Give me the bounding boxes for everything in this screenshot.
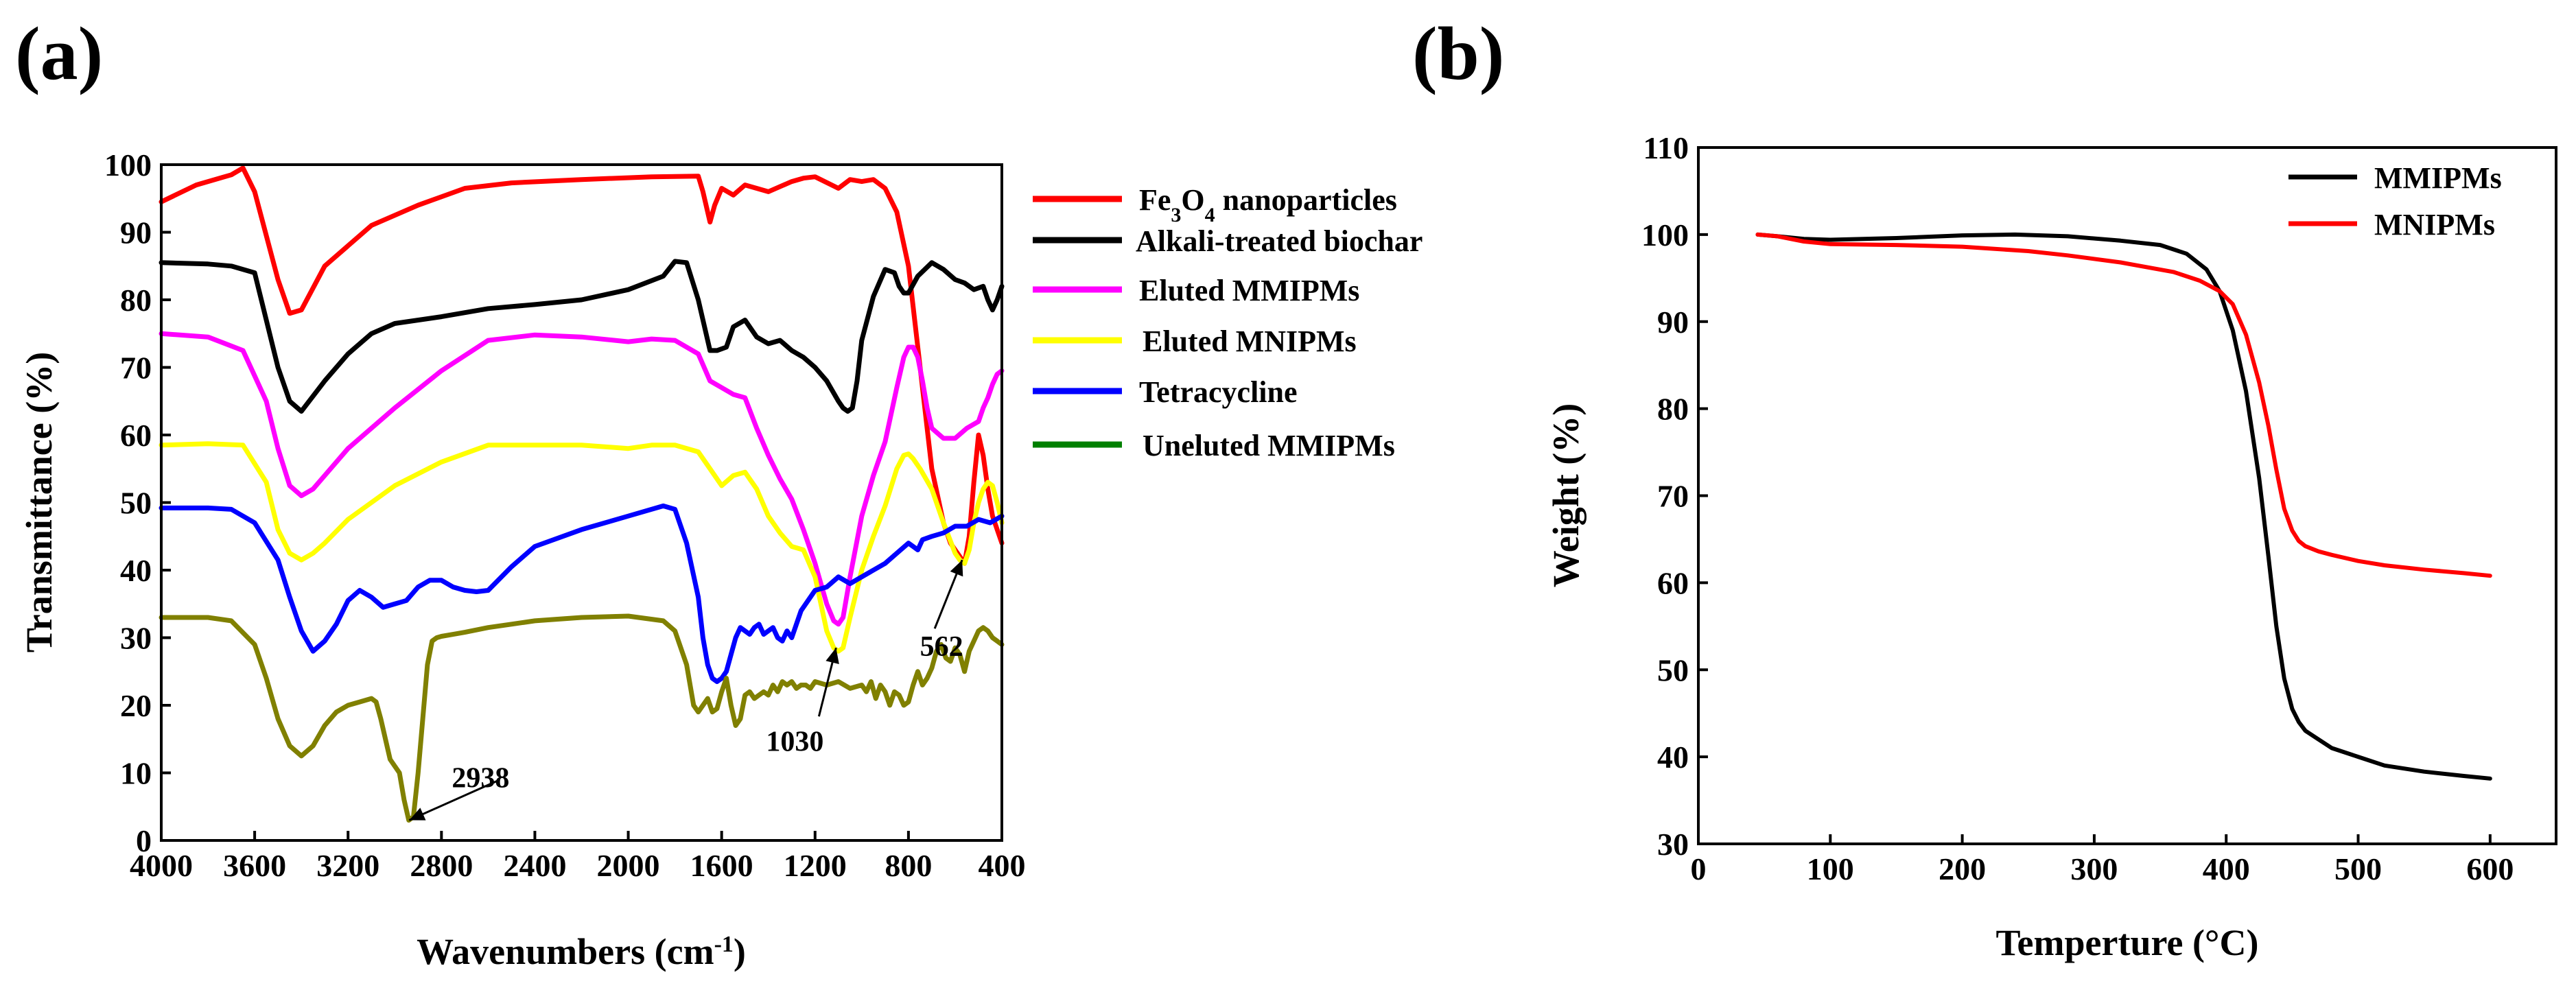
panel-a-x-axis-label: Wavenumbers (cm-1) bbox=[417, 931, 746, 972]
x-tick-label: 3200 bbox=[316, 848, 379, 883]
x-tick-label: 3600 bbox=[223, 848, 286, 883]
panel-a-legend: Fe3O4 nanoparticles Alkali-treated bioch… bbox=[1033, 183, 1422, 462]
legend-label-uneluted-mmipms: Uneluted MMIPMs bbox=[1143, 429, 1395, 462]
x-tick-label: 4000 bbox=[130, 848, 193, 883]
panel-a-annotations: 2938 1030 562 bbox=[408, 559, 963, 821]
y-tick-label: 90 bbox=[120, 215, 152, 250]
legend-label-tetracycline: Tetracycline bbox=[1139, 375, 1298, 409]
panel-b-series bbox=[1755, 232, 2492, 781]
x-tick-label: 1600 bbox=[690, 848, 753, 883]
panel-b-plot-frame bbox=[1697, 146, 2557, 845]
panel-a-ticks: 4000 3600 3200 2800 2400 2000 1600 1200 800 40001… bbox=[104, 148, 1026, 883]
y-tick-label: 90 bbox=[1657, 305, 1689, 340]
x-tick-label: 300 bbox=[2070, 851, 2118, 886]
x-tick-label: 600 bbox=[2466, 851, 2514, 886]
x-tick-label: 500 bbox=[2334, 851, 2382, 886]
x-tick-label: 100 bbox=[1807, 851, 1854, 886]
y-tick-label: 70 bbox=[1657, 479, 1689, 514]
panel-b-x-axis-label: Temperture (°C) bbox=[1995, 922, 2258, 963]
x-tick-label: 2800 bbox=[410, 848, 473, 883]
x-tick-label: 400 bbox=[979, 848, 1026, 883]
y-tick-label: 50 bbox=[1657, 652, 1689, 687]
legend-label-fe3o4: Fe3O4 nanoparticles bbox=[1139, 183, 1397, 226]
panel-a-ftir-chart: (a) 4000 3600 3200 2800 2400 2000 1600 1200 800 4… bbox=[15, 12, 1422, 972]
annotation-arrow-line bbox=[408, 779, 499, 821]
series-line-tetracycline bbox=[159, 503, 1005, 684]
x-tick-label: 800 bbox=[885, 848, 932, 883]
x-tick-label: 2400 bbox=[503, 848, 566, 883]
y-tick-label: 30 bbox=[1657, 827, 1689, 862]
series-line-mnipms bbox=[1755, 232, 2492, 578]
x-tick-label: 200 bbox=[1939, 851, 1986, 886]
annotation-label-1030: 1030 bbox=[766, 726, 823, 757]
y-tick-label: 80 bbox=[120, 283, 152, 318]
y-tick-label: 70 bbox=[120, 351, 152, 386]
annotation-label-2938: 2938 bbox=[452, 762, 509, 794]
y-tick-label: 50 bbox=[120, 486, 152, 521]
y-tick-label: 30 bbox=[120, 621, 152, 656]
legend-label-biochar: Alkali-treated biochar bbox=[1136, 224, 1422, 258]
x-tick-label: 400 bbox=[2203, 851, 2250, 886]
y-tick-label: 20 bbox=[120, 688, 152, 723]
y-tick-label: 100 bbox=[1641, 217, 1689, 252]
y-tick-label: 110 bbox=[1643, 130, 1689, 165]
series-line-eluted-mmipms bbox=[159, 331, 1005, 627]
legend-label-mnipms: MNIPMs bbox=[2374, 208, 2495, 241]
series-line-fe3o4-nanoparticles bbox=[159, 165, 1005, 566]
y-tick-label: 100 bbox=[104, 148, 152, 182]
panel-a-label: (a) bbox=[15, 12, 103, 95]
annotation-arrow-head bbox=[826, 648, 839, 664]
y-tick-label: 0 bbox=[136, 823, 152, 858]
annotation-arrow-head bbox=[409, 808, 426, 821]
y-tick-label: 60 bbox=[120, 418, 152, 453]
legend-label-eluted-mmipms: Eluted MMIPMs bbox=[1139, 274, 1359, 307]
panel-b-label: (b) bbox=[1412, 12, 1504, 95]
panel-a-series bbox=[159, 165, 1005, 823]
panel-b-y-axis-label: Weight (%) bbox=[1545, 403, 1586, 587]
series-line-eluted-mnipms bbox=[159, 441, 1005, 654]
annotation-label-562: 562 bbox=[920, 631, 963, 663]
panel-b-legend: MMIPMs MNIPMs bbox=[2288, 161, 2502, 241]
annotation-arrow-head bbox=[950, 560, 963, 577]
legend-label-eluted-mnipms: Eluted MNIPMs bbox=[1143, 325, 1357, 358]
x-tick-label: 0 bbox=[1691, 851, 1707, 886]
y-tick-label: 60 bbox=[1657, 565, 1689, 600]
y-tick-label: 40 bbox=[120, 553, 152, 588]
panel-b-ticks: 0 100 200 300 400 500 600 30 40 50 60 70 80 90 100 110 bbox=[1641, 130, 2514, 886]
y-tick-label: 40 bbox=[1657, 740, 1689, 775]
x-tick-label: 2000 bbox=[597, 848, 660, 883]
legend-label-mmipms: MMIPMs bbox=[2374, 161, 2502, 195]
x-tick-label: 1200 bbox=[784, 848, 847, 883]
y-tick-label: 80 bbox=[1657, 392, 1689, 427]
panel-b-tga-chart: (b) 0 100 200 300 400 500 600 30 40 50 60 70 80 90 100… bbox=[1412, 12, 2557, 963]
panel-a-y-axis-label: Transmittance (%) bbox=[19, 352, 60, 652]
series-line-mmipms bbox=[1755, 232, 2492, 781]
y-tick-label: 10 bbox=[120, 756, 152, 791]
series-line-alkali-treated-biochar bbox=[159, 259, 1005, 414]
series-line-uneluted-mmipms bbox=[159, 613, 1005, 823]
